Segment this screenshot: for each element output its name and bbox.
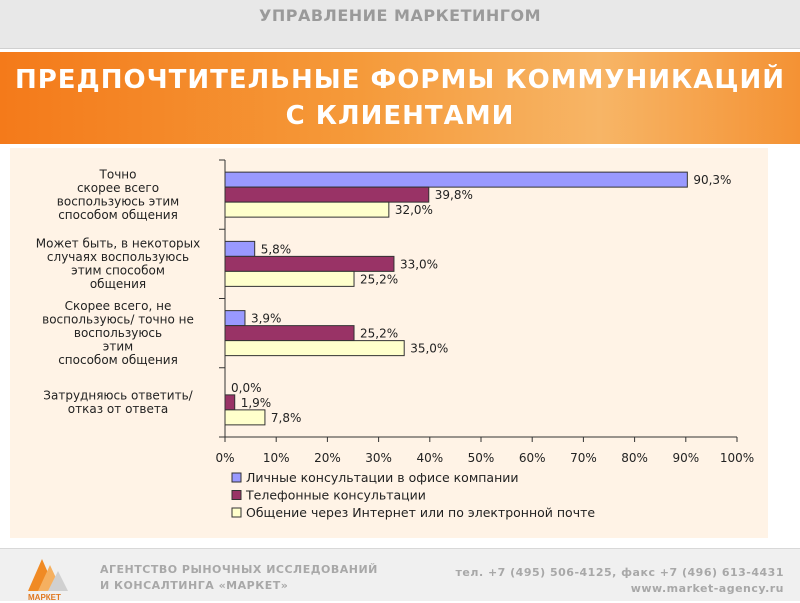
legend-label: Личные консультации в офисе компании <box>246 470 519 485</box>
data-label: 90,3% <box>693 173 731 187</box>
data-label: 33,0% <box>400 257 438 271</box>
bar <box>224 171 688 188</box>
data-label: 25,2% <box>360 272 398 286</box>
section-title: УПРАВЛЕНИЕ МАРКЕТИНГОМ <box>259 6 541 25</box>
x-tick-label: 20% <box>314 451 341 465</box>
legend-label: Телефонные консультации <box>245 488 426 503</box>
category-label: скорее всего <box>77 181 159 195</box>
legend-swatch <box>231 490 242 500</box>
data-label: 3,9% <box>251 312 282 326</box>
data-label: 0,0% <box>231 381 262 395</box>
bar <box>224 240 256 257</box>
data-label: 1,9% <box>241 396 272 410</box>
bar <box>224 310 246 327</box>
x-tick-label: 90% <box>672 451 699 465</box>
market-logo-icon: МАРКЕТ <box>28 559 68 602</box>
bar <box>224 201 390 218</box>
category-label: Затрудняюсь ответить/ <box>43 389 193 403</box>
bar <box>224 409 266 426</box>
data-label: 39,8% <box>435 188 473 202</box>
footer: МАРКЕТ АГЕНТСТВО РЫНОЧНЫХ ИССЛЕДОВАНИЙ И… <box>0 548 800 602</box>
category-label: Скорее всего, не <box>65 299 172 313</box>
data-label: 25,2% <box>360 327 398 341</box>
x-tick-label: 80% <box>621 451 648 465</box>
contact-phones: тел. +7 (495) 506-4125, факс +7 (496) 61… <box>455 566 784 579</box>
bar <box>224 340 405 357</box>
data-label: 32,0% <box>395 203 433 217</box>
category-label: воспользуюсь/ точно не <box>42 313 194 327</box>
x-tick-label: 10% <box>263 451 290 465</box>
x-tick-label: 100% <box>720 451 754 465</box>
legend-swatch <box>231 507 242 518</box>
category-label: Может быть, в некоторых <box>36 237 201 251</box>
category-label: этим <box>103 340 133 354</box>
x-tick-label: 60% <box>519 451 546 465</box>
category-label: этим способом <box>71 264 165 278</box>
bar <box>224 270 355 287</box>
bar <box>224 255 395 272</box>
slide-title-line1: ПРЕДПОЧТИТЕЛЬНЫЕ ФОРМЫ КОММУНИКАЦИЙ <box>14 65 785 95</box>
bar <box>224 325 355 342</box>
data-label: 35,0% <box>410 342 448 356</box>
x-tick-label: 50% <box>468 451 495 465</box>
category-label: общения <box>90 277 146 291</box>
agency-name-line2: И КОНСАЛТИНГА «МАРКЕТ» <box>100 579 289 592</box>
category-label: воспользуюсь <box>74 326 162 340</box>
category-label: отказ от ответа <box>68 402 168 416</box>
category-label: случаях воспользуюсь <box>47 250 189 264</box>
title-banner: ПРЕДПОЧТИТЕЛЬНЫЕ ФОРМЫ КОММУНИКАЦИЙ С КЛ… <box>0 52 800 144</box>
category-label: Точно <box>99 167 137 181</box>
category-label: воспользуюсь этим <box>57 194 179 208</box>
legend-label: Общение через Интернет или по электронно… <box>246 505 595 520</box>
legend-swatch <box>231 472 242 483</box>
bar <box>224 186 430 203</box>
bar <box>224 394 236 411</box>
category-label: способом общения <box>58 353 178 367</box>
agency-name-line1: АГЕНТСТВО РЫНОЧНЫХ ИССЛЕДОВАНИЙ <box>100 563 378 576</box>
x-tick-label: 0% <box>215 451 234 465</box>
logo-text: МАРКЕТ <box>28 593 61 602</box>
top-bar: УПРАВЛЕНИЕ МАРКЕТИНГОМ <box>0 0 800 49</box>
slide-title-line2: С КЛИЕНТАМИ <box>285 101 515 131</box>
x-tick-label: 30% <box>365 451 392 465</box>
x-tick-label: 70% <box>570 451 597 465</box>
x-tick-label: 40% <box>416 451 443 465</box>
data-label: 5,8% <box>261 242 292 256</box>
data-label: 7,8% <box>271 411 302 425</box>
website-link[interactable]: www.market-agency.ru <box>630 582 784 595</box>
category-label: способом общения <box>58 208 178 222</box>
